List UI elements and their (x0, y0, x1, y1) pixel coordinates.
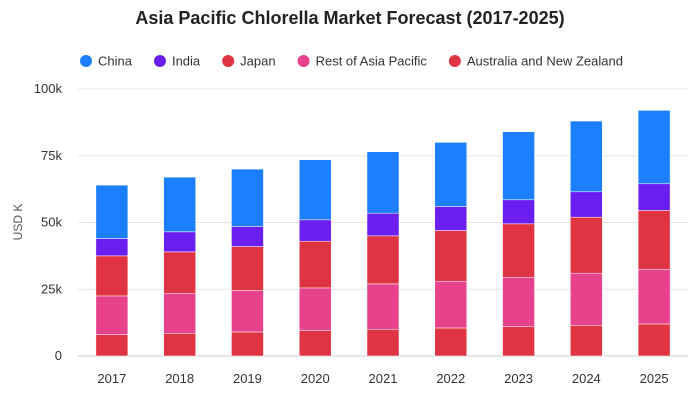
bar-segment[interactable] (366, 283, 400, 330)
x-tick-label: 2021 (369, 371, 398, 386)
bar-segment[interactable] (95, 295, 129, 335)
bar-segment[interactable] (570, 272, 603, 326)
bar-segment[interactable] (434, 206, 468, 231)
legend-label: China (98, 54, 133, 69)
chart-title: Asia Pacific Chlorella Market Forecast (… (135, 8, 565, 28)
bar-segment[interactable] (570, 120, 603, 193)
x-tick-label: 2017 (97, 371, 126, 386)
bar-segment[interactable] (570, 216, 603, 274)
x-tick-label: 2022 (436, 371, 465, 386)
bar-segment[interactable] (163, 231, 196, 253)
bar-segment[interactable] (163, 293, 196, 334)
bar-segment[interactable] (163, 333, 196, 357)
bar-segment[interactable] (298, 287, 332, 331)
bar-segment[interactable] (231, 331, 264, 357)
bar-segment[interactable] (434, 142, 468, 207)
bar-segment[interactable] (95, 238, 129, 257)
bar-segment[interactable] (637, 323, 671, 357)
x-tick-label: 2019 (233, 371, 262, 386)
bar-segment[interactable] (502, 326, 535, 357)
y-tick-label: 0 (55, 348, 62, 363)
legend-item[interactable]: China (80, 54, 133, 69)
bar-segment[interactable] (366, 151, 400, 214)
legend-item[interactable]: Rest of Asia Pacific (297, 54, 428, 69)
x-tick-label: 2018 (165, 371, 194, 386)
y-tick-label: 25k (41, 281, 62, 296)
bar-segment[interactable] (231, 290, 264, 333)
bar-segment[interactable] (637, 183, 671, 211)
bar-segment[interactable] (502, 276, 535, 327)
bar-segment[interactable] (231, 168, 264, 227)
legend-item[interactable]: Australia and New Zealand (448, 54, 623, 69)
legend-item[interactable]: India (153, 54, 201, 69)
y-tick-label: 100k (34, 81, 63, 96)
legend-swatch (222, 55, 235, 67)
legend-swatch (153, 55, 166, 67)
legend-label: Australia and New Zealand (467, 54, 623, 69)
bar-segment[interactable] (434, 280, 468, 329)
bar-segment[interactable] (95, 255, 129, 297)
legend-label: India (172, 54, 201, 69)
bar-segment[interactable] (366, 212, 400, 237)
bar-segment[interactable] (95, 334, 129, 357)
y-axis-ticks: 0 25k 50k 75k 100k (34, 81, 63, 363)
bar-segment[interactable] (298, 330, 332, 357)
legend-swatch (297, 55, 310, 67)
bar-segment[interactable] (502, 199, 535, 225)
bar-segment[interactable] (366, 329, 400, 357)
bar-segment[interactable] (434, 230, 468, 282)
legend-swatch (448, 55, 461, 67)
bar-segment[interactable] (163, 251, 196, 294)
bar-segment[interactable] (637, 268, 671, 325)
bar-segment[interactable] (502, 223, 535, 278)
bar-segment[interactable] (502, 131, 535, 201)
bar-segment[interactable] (298, 240, 332, 289)
bar-segment[interactable] (434, 327, 468, 357)
x-tick-label: 2024 (572, 371, 601, 386)
x-axis-ticks: 2017 2018 2019 2020 2021 2022 2023 2024 2025 (97, 371, 668, 386)
bar-segment[interactable] (231, 226, 264, 247)
bar-segment[interactable] (95, 184, 129, 239)
bars-layer (95, 110, 671, 357)
bar-segment[interactable] (298, 159, 332, 221)
bar-segment[interactable] (366, 235, 400, 285)
legend-item[interactable]: Japan (222, 54, 276, 69)
bar-segment[interactable] (570, 325, 603, 357)
bar-segment[interactable] (570, 191, 603, 218)
bar-segment[interactable] (231, 246, 264, 291)
legend: China India Japan Rest of Asia Pacific Austr… (80, 54, 623, 69)
y-tick-label: 50k (41, 215, 62, 230)
bar-segment[interactable] (163, 176, 196, 233)
bar-segment[interactable] (637, 110, 671, 185)
x-tick-label: 2025 (640, 371, 669, 386)
bar-segment[interactable] (298, 219, 332, 242)
bar-segment[interactable] (637, 210, 671, 270)
legend-swatch (80, 55, 92, 67)
legend-label: Japan (240, 54, 275, 69)
y-tick-label: 75k (41, 148, 62, 163)
x-tick-label: 2020 (301, 371, 330, 386)
x-tick-label: 2023 (504, 371, 533, 386)
y-axis-title: USD K (11, 204, 25, 241)
legend-label: Rest of Asia Pacific (316, 54, 428, 69)
